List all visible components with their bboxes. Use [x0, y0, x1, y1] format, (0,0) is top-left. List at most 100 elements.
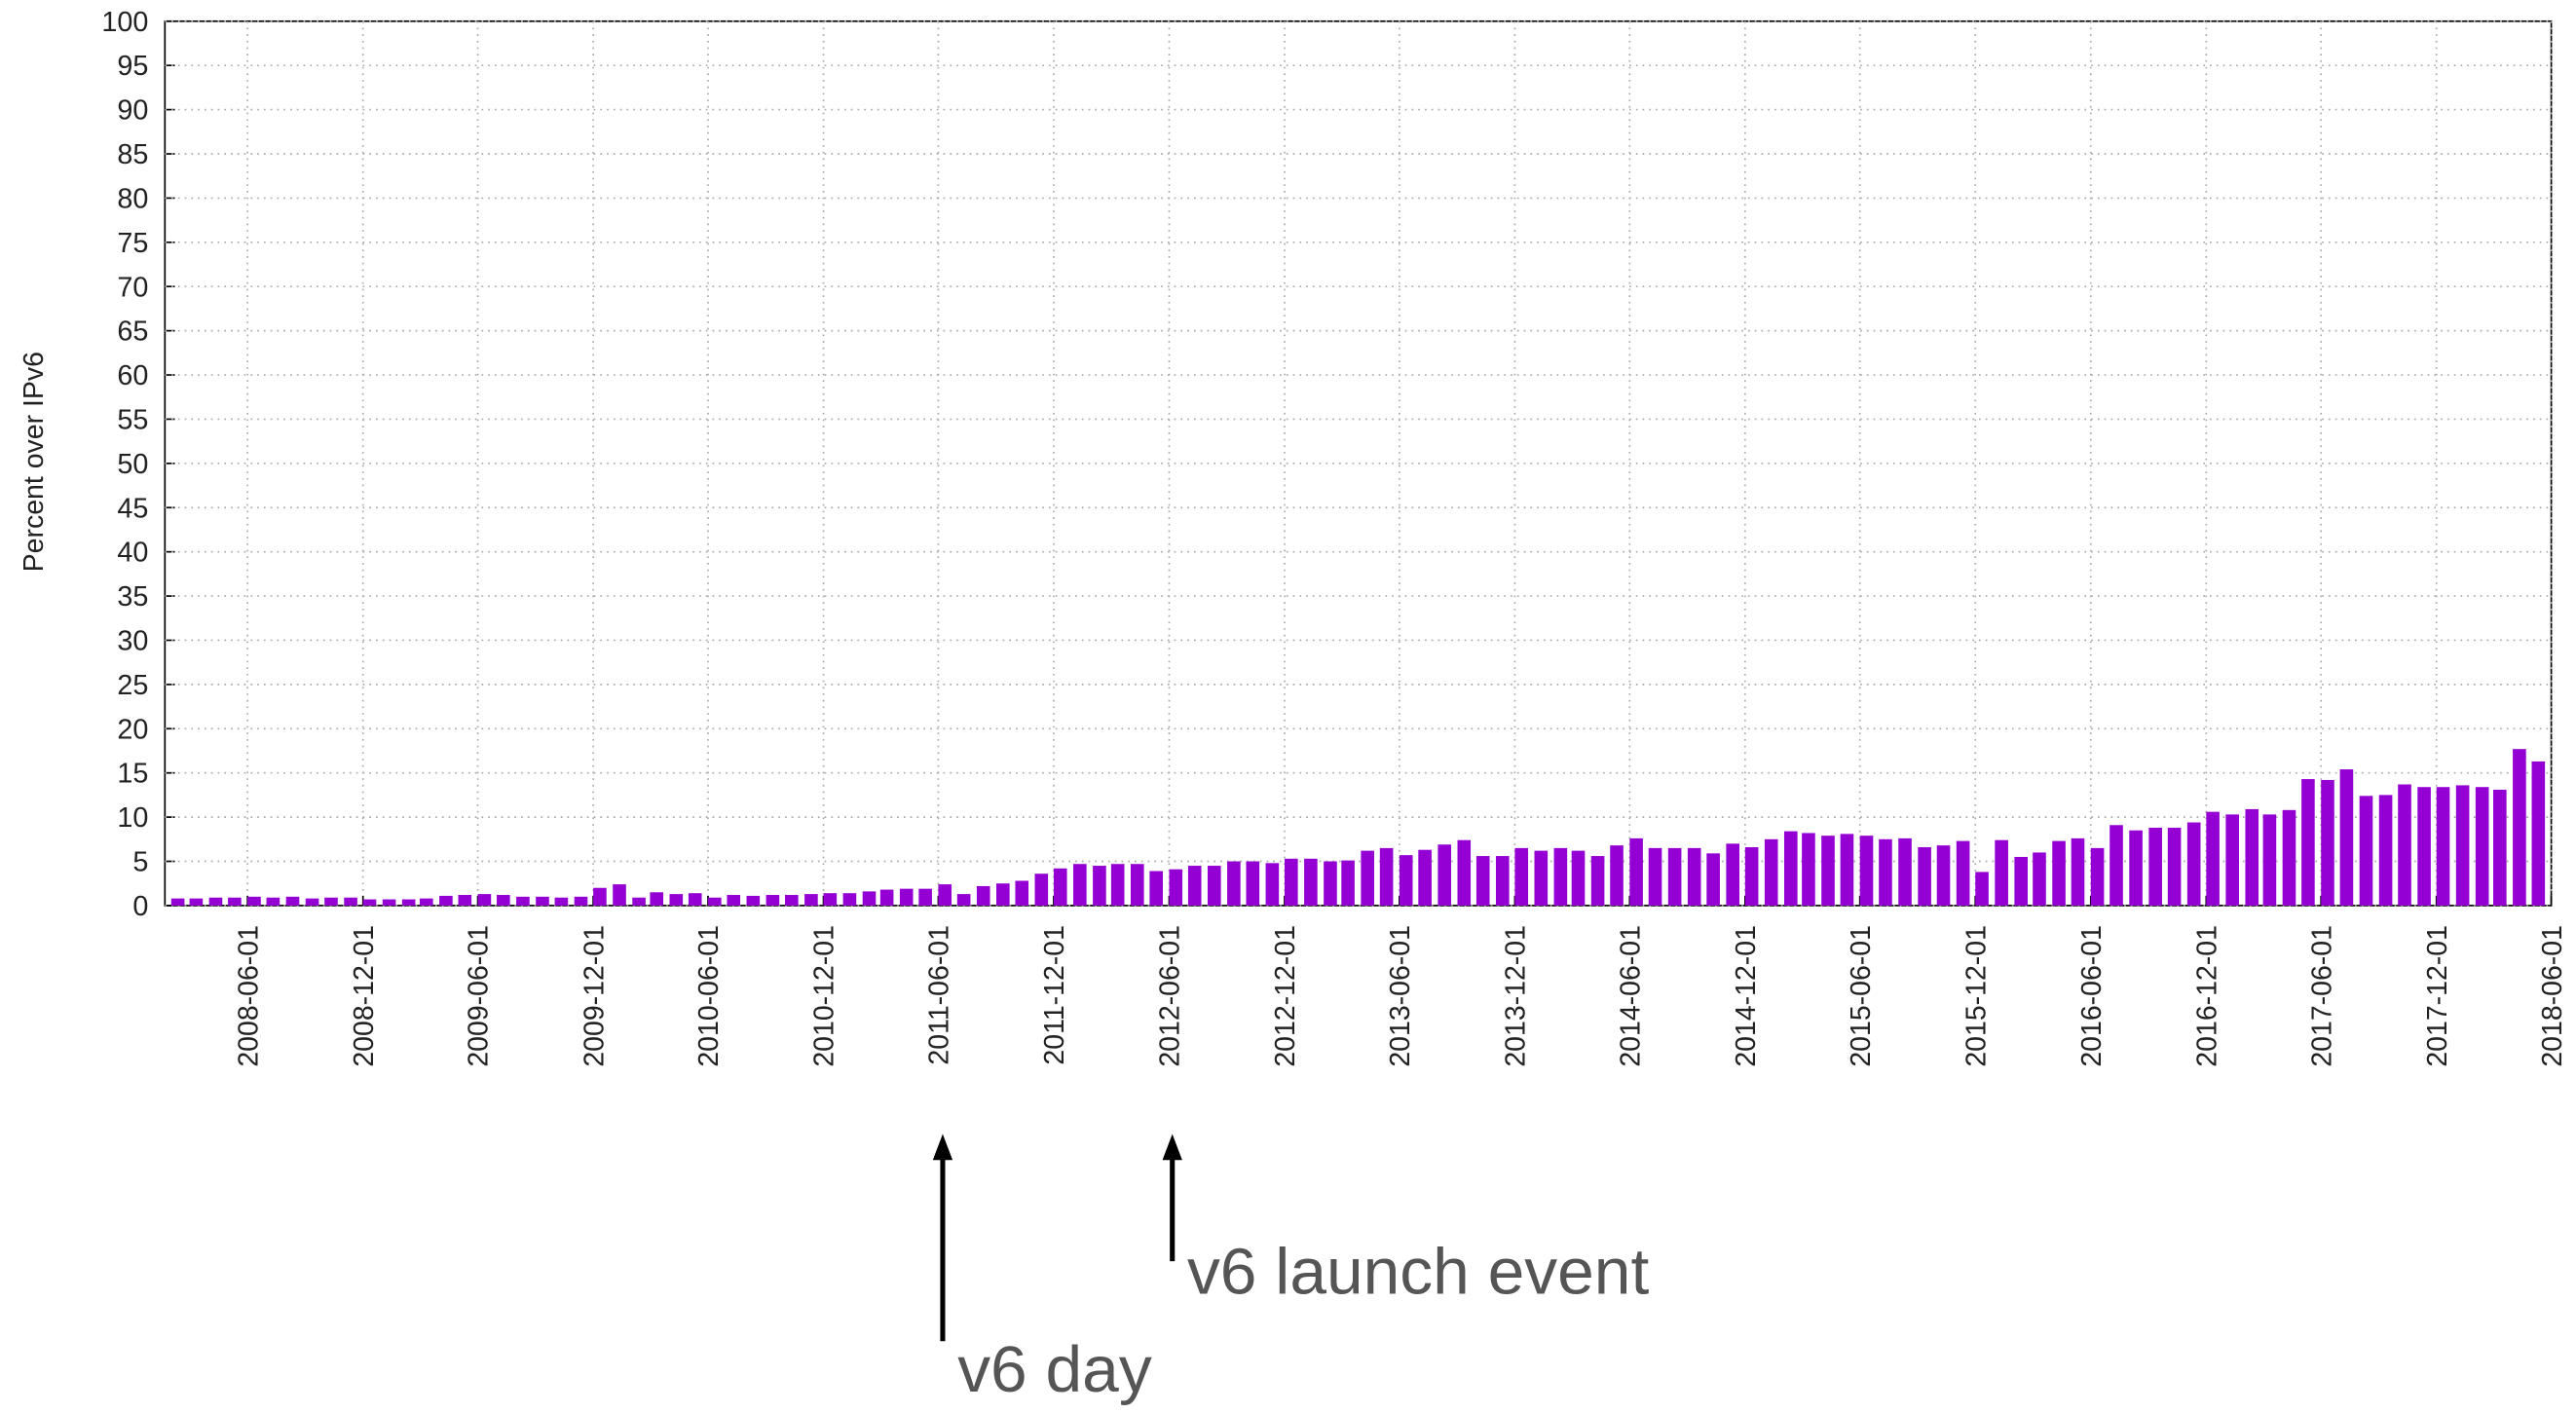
y-tick-label: 5 — [132, 847, 148, 878]
x-tick-label: 2008-12-01 — [349, 925, 380, 1067]
bar — [1093, 866, 1106, 906]
bar — [305, 898, 319, 906]
bar — [2378, 795, 2393, 906]
bar — [1475, 856, 1490, 906]
bar — [1207, 866, 1221, 906]
x-tick-label: 2013-12-01 — [1500, 925, 1531, 1067]
plot-frame — [164, 19, 2553, 907]
bar — [1341, 860, 1355, 906]
bar — [823, 893, 838, 906]
bar — [2090, 847, 2105, 906]
y-tick-label: 95 — [117, 51, 148, 82]
y-tick-label: 70 — [117, 272, 148, 303]
bar — [2321, 779, 2334, 906]
bar — [536, 896, 549, 906]
bar — [477, 894, 492, 906]
x-tick-label: 2014-06-01 — [1615, 925, 1646, 1067]
bar — [1629, 837, 1643, 906]
bar — [1648, 847, 1662, 906]
y-axis-label: Percent over IPv6 — [19, 352, 50, 572]
bar — [1534, 850, 1549, 906]
bar — [1110, 864, 1125, 906]
bar — [1361, 850, 1374, 906]
bar — [1610, 845, 1624, 906]
bar — [2129, 830, 2143, 906]
bar — [2339, 769, 2354, 906]
bar — [1975, 872, 1989, 906]
x-tick-label: 2011-12-01 — [1039, 925, 1070, 1065]
y-tick-label: 90 — [117, 95, 148, 127]
y-tick-label: 35 — [117, 581, 148, 613]
bar — [2531, 761, 2546, 906]
bar — [208, 897, 223, 906]
bar — [842, 893, 857, 906]
bar — [1495, 856, 1510, 906]
bar — [632, 897, 646, 906]
bar — [1821, 836, 1835, 906]
bar — [1053, 868, 1067, 906]
bar — [1898, 837, 1912, 906]
bar — [2148, 827, 2162, 906]
bar — [2206, 811, 2220, 906]
bar — [1187, 866, 1202, 906]
bar — [439, 895, 453, 906]
bar — [1514, 847, 1529, 906]
bar — [1304, 858, 1318, 906]
bar — [899, 888, 914, 906]
bar — [2455, 785, 2470, 906]
bar — [669, 894, 684, 906]
bar — [2167, 827, 2182, 906]
bar — [1169, 869, 1183, 906]
y-tick-label: 65 — [117, 316, 148, 348]
x-tick-label: 2016-06-01 — [2076, 925, 2108, 1067]
bar — [2014, 856, 2029, 906]
annotation-text: v6 day — [957, 1334, 1152, 1407]
bar — [1687, 847, 1701, 906]
bar — [1246, 861, 1260, 906]
bar — [2493, 789, 2507, 906]
bar — [746, 895, 761, 906]
bar — [862, 891, 877, 906]
bar — [1073, 864, 1087, 906]
bar — [1764, 838, 1778, 906]
bar — [574, 896, 588, 906]
bar — [362, 899, 377, 906]
bar — [1744, 846, 1759, 906]
x-tick-label: 2010-12-01 — [809, 925, 840, 1067]
bar — [765, 895, 780, 906]
bar — [516, 896, 530, 906]
bar — [2071, 837, 2085, 906]
bar — [1783, 831, 1798, 906]
bar — [554, 897, 569, 906]
bar — [1840, 834, 1854, 906]
bar — [1995, 839, 2008, 906]
bar — [1553, 847, 1568, 906]
bar — [2033, 852, 2046, 906]
bar — [1571, 850, 1586, 906]
bar — [458, 895, 472, 906]
bar — [344, 897, 357, 906]
bar — [2301, 779, 2315, 906]
y-tick-label: 15 — [117, 759, 148, 790]
bar — [804, 894, 818, 906]
bar — [650, 892, 664, 906]
y-tick-label: 45 — [117, 493, 148, 524]
y-tick-label: 25 — [117, 670, 148, 701]
bar — [1399, 855, 1413, 906]
bar — [1418, 849, 1432, 906]
x-tick-label: 2015-06-01 — [1846, 925, 1877, 1067]
bar — [613, 884, 626, 906]
x-tick-label: 2010-06-01 — [693, 925, 725, 1067]
bar — [879, 889, 894, 906]
y-tick-label: 60 — [117, 360, 148, 391]
bar — [2475, 787, 2489, 906]
bar — [1149, 871, 1164, 906]
bar — [785, 895, 799, 906]
bar — [1802, 833, 1815, 906]
y-tick-label: 100 — [101, 7, 148, 38]
bar — [228, 897, 242, 906]
bar — [976, 885, 990, 906]
bar — [497, 895, 510, 906]
x-tick-label: 2013-06-01 — [1385, 925, 1416, 1067]
bar — [285, 896, 300, 906]
